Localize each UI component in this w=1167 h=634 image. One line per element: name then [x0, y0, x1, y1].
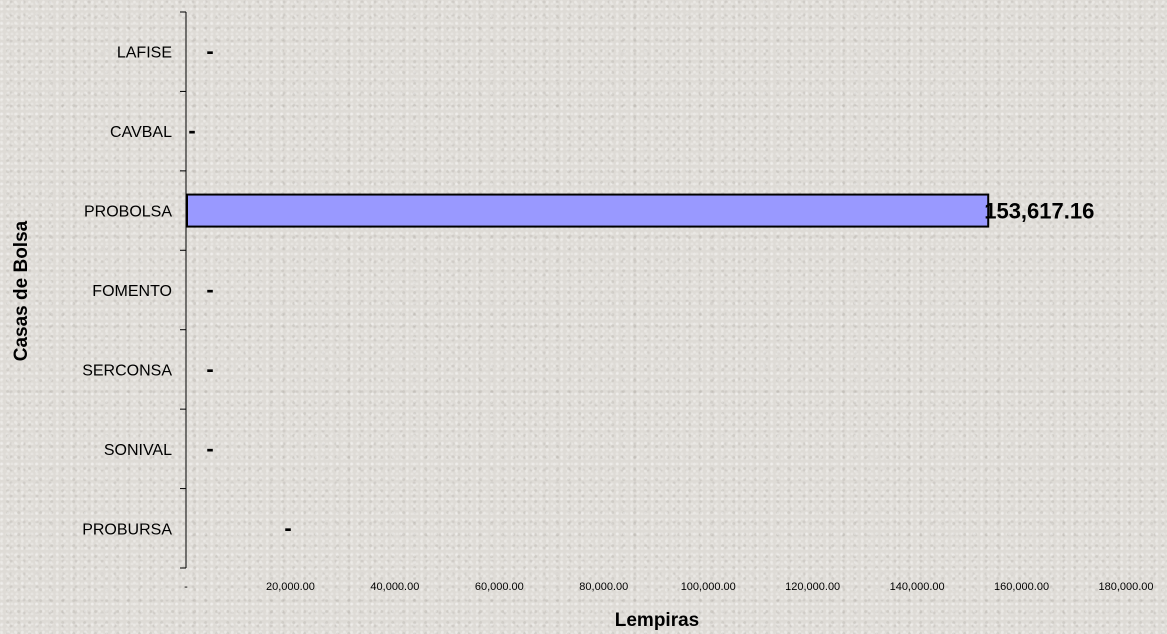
x-tick-label: 40,000.00 [370, 581, 419, 593]
x-axis-title: Lempiras [615, 610, 699, 631]
data-label: 153,617.16 [984, 199, 1094, 224]
data-label: - [206, 356, 213, 381]
data-label: - [284, 515, 291, 540]
x-tick-label: 180,000.00 [1098, 581, 1153, 593]
category-ticks [180, 11, 186, 569]
bars [186, 193, 990, 228]
category-labels: PROBURSA SONIVAL SERCONSA FOMENTO PROBOLSA CA… [82, 45, 172, 539]
x-tick-label: 160,000.00 [994, 581, 1049, 593]
category-label: SONIVAL [104, 442, 172, 459]
x-tick-label: 100,000.00 [681, 581, 736, 593]
data-label: - [188, 118, 195, 143]
category-label: FOMENTO [92, 283, 172, 300]
x-axis-tick-labels: - 20,000.00 40,000.00 60,000.00 80,000.00 100… [184, 581, 1153, 593]
data-labels: - - - - 153,617.16 - - [188, 39, 1094, 541]
x-tick-label: 60,000.00 [475, 581, 524, 593]
data-label: - [206, 39, 213, 64]
category-label: SERCONSA [82, 362, 172, 379]
x-tick-label: 80,000.00 [579, 581, 628, 593]
bar [186, 193, 990, 228]
category-label: PROBOLSA [84, 204, 172, 221]
x-tick-label: 140,000.00 [890, 581, 945, 593]
x-tick-label: 20,000.00 [266, 581, 315, 593]
x-tick-label: 120,000.00 [785, 581, 840, 593]
y-axis-title: Casas de Bolsa [11, 220, 32, 361]
category-label: LAFISE [117, 45, 172, 62]
x-tick-label: - [184, 581, 188, 593]
category-label: PROBURSA [82, 521, 172, 538]
data-label: - [206, 436, 213, 461]
category-label: CAVBAL [110, 124, 172, 141]
data-label: - [206, 277, 213, 302]
